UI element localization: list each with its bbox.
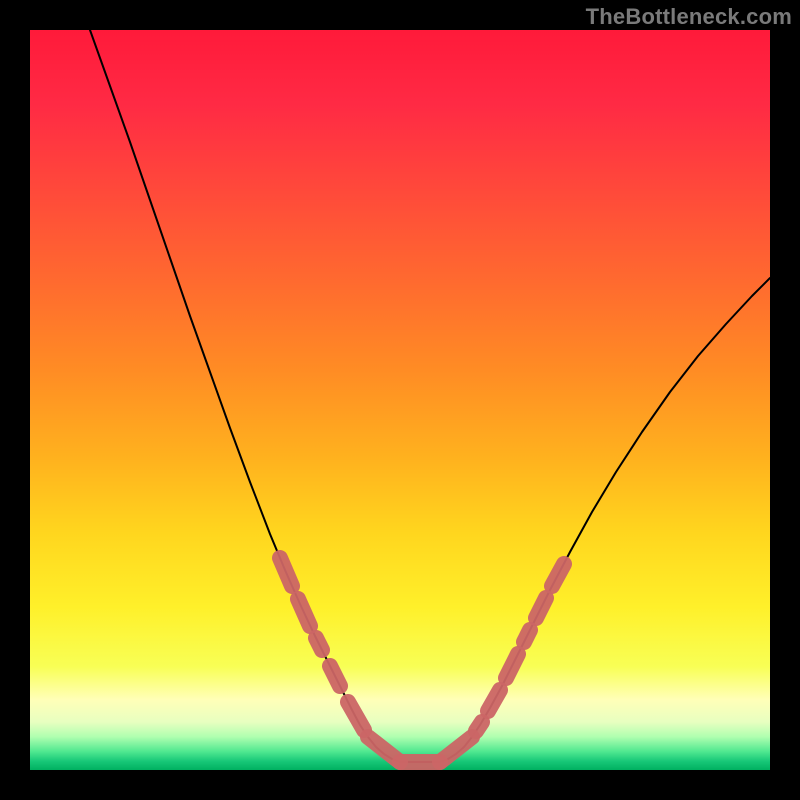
- plot-area: [30, 30, 770, 770]
- bead-overlay: [30, 30, 770, 770]
- watermark-text: TheBottleneck.com: [586, 4, 792, 30]
